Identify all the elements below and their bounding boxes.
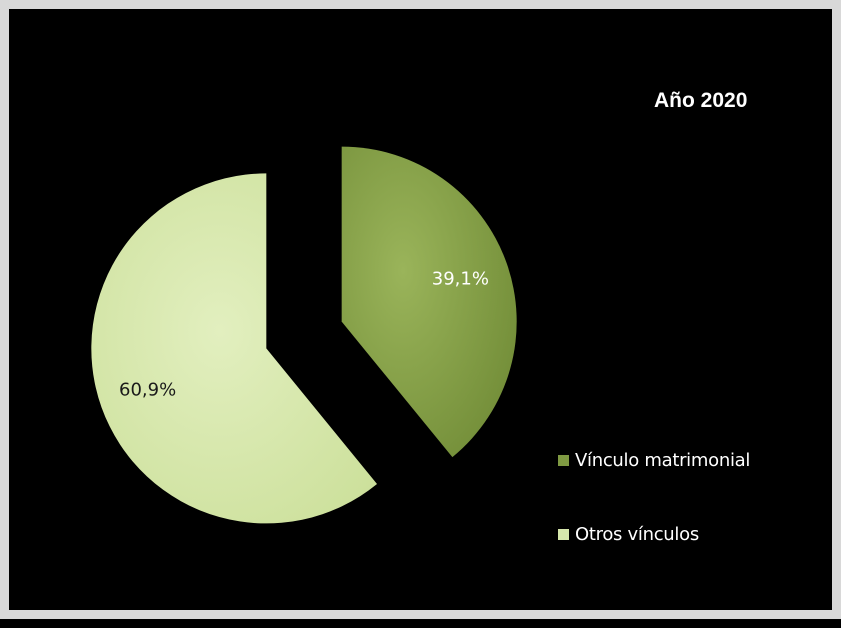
legend-label: Vínculo matrimonial [575,449,751,471]
pie-slice-1[interactable] [91,173,378,524]
slice-data-label: 39,1% [432,268,489,289]
chart-title: Año 2020 [654,89,748,112]
legend-item-vinculo-matrimonial[interactable]: Vínculo matrimonial [558,445,750,475]
legend: Vínculo matrimonial Otros vínculos [558,445,750,593]
pie-chart: 39,1% 60,9% [91,146,517,524]
slice-data-label: 60,9% [119,380,176,401]
legend-swatch [558,454,569,466]
legend-swatch [558,528,569,540]
pie-slice-0[interactable] [341,146,517,458]
legend-label: Otros vínculos [575,523,699,545]
legend-item-otros-vinculos[interactable]: Otros vínculos [558,519,750,549]
